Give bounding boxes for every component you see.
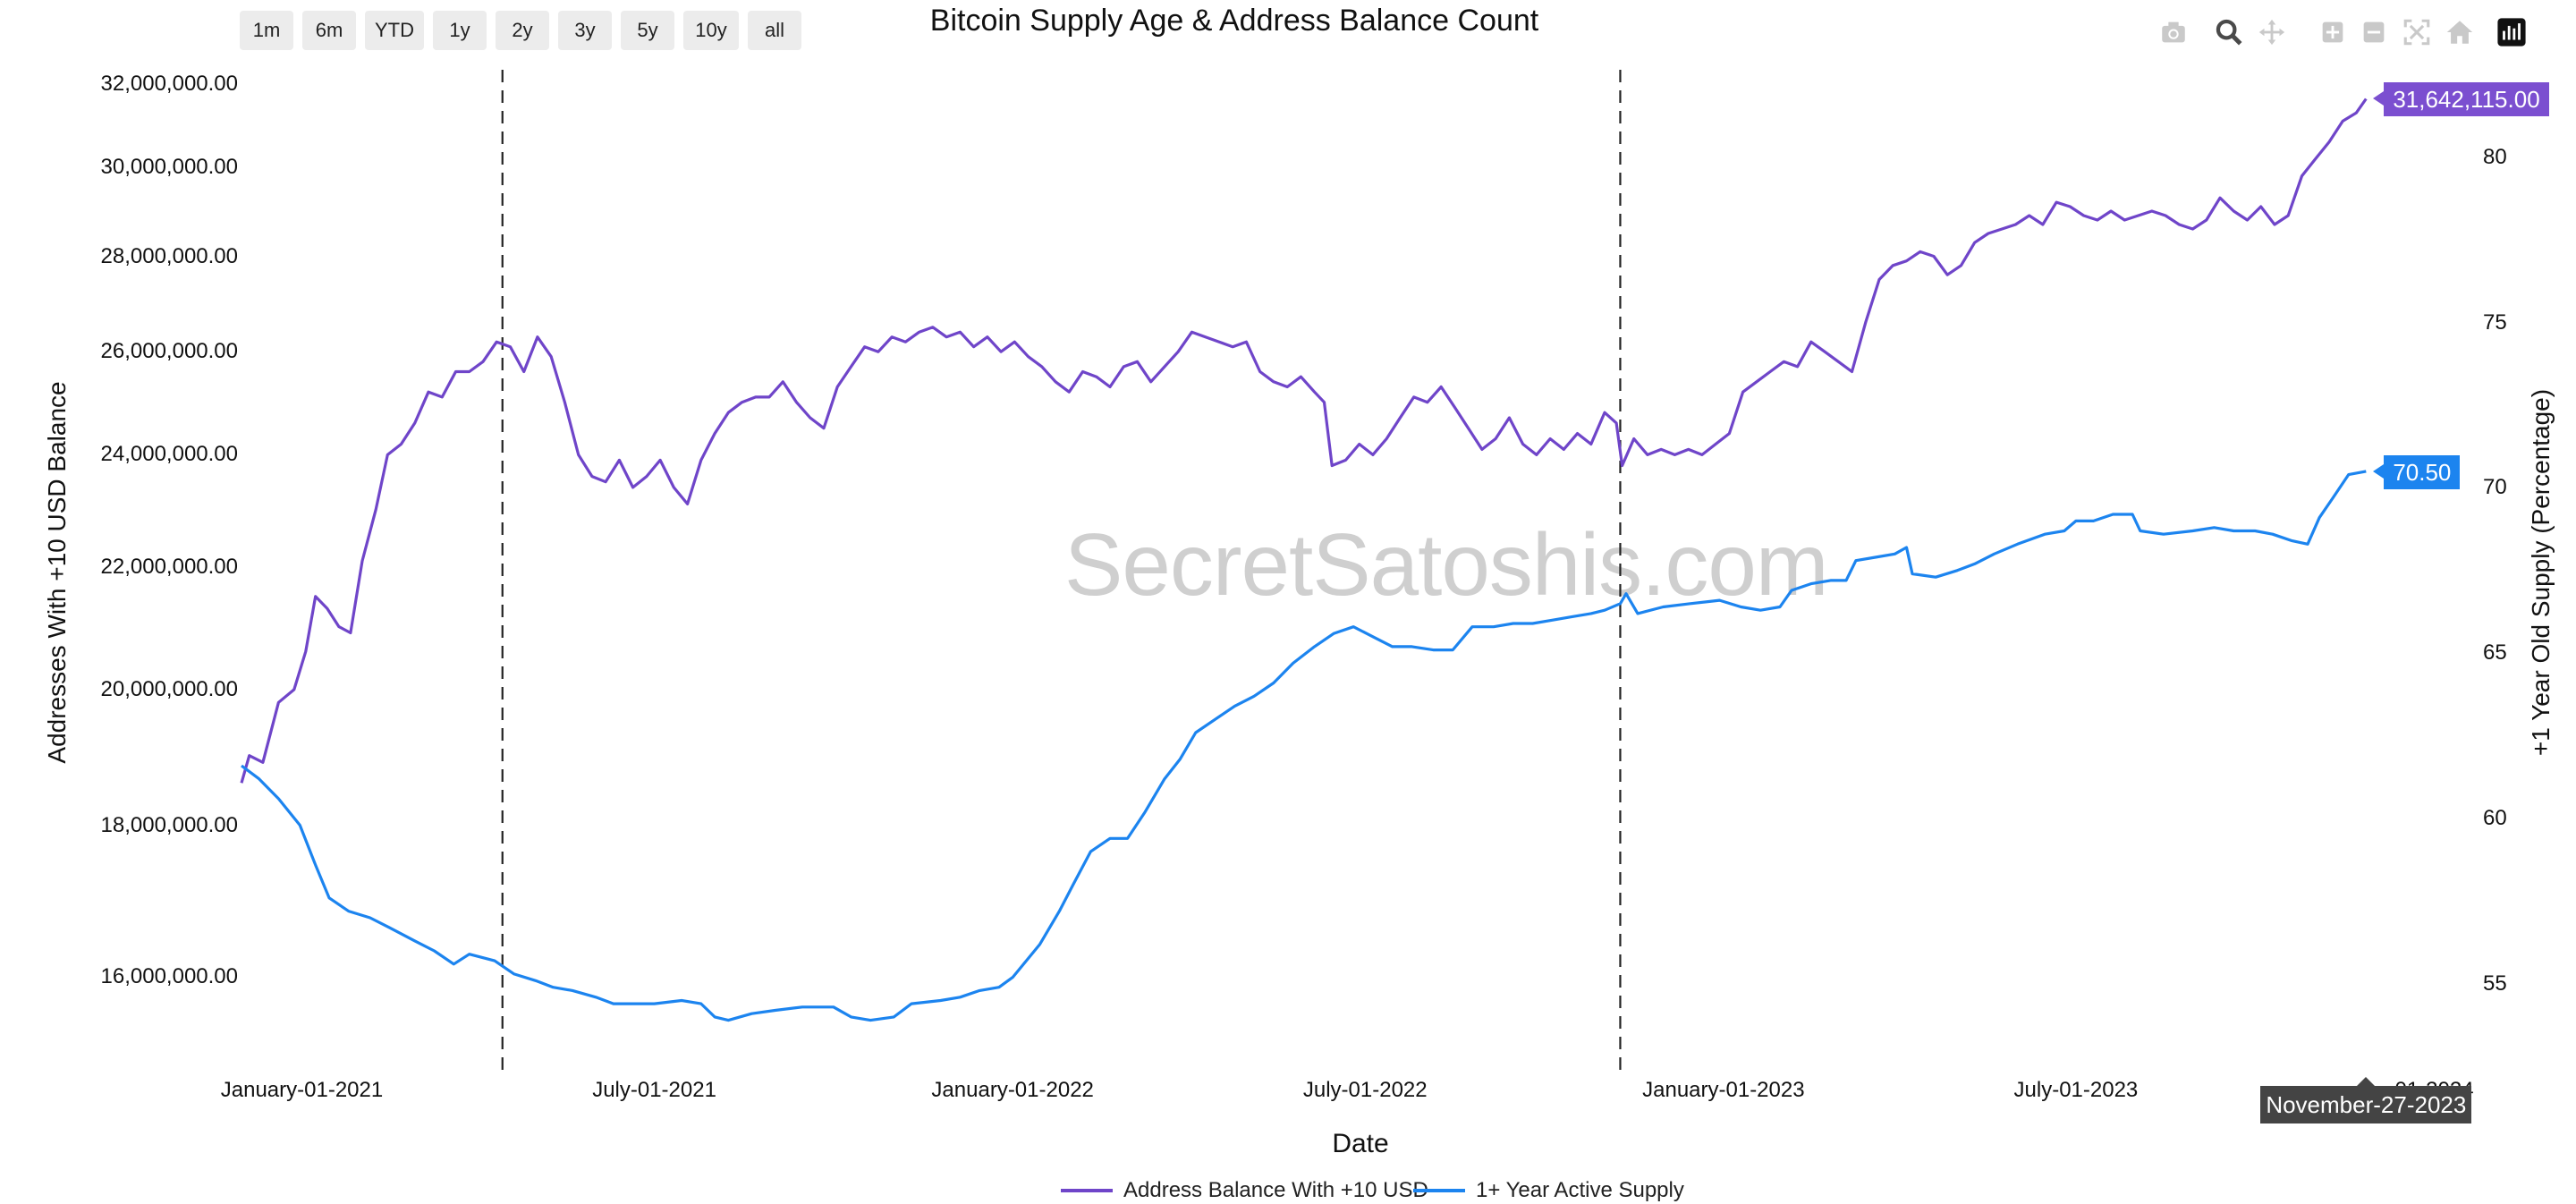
y-left-tick-label: 18,000,000.00	[100, 812, 238, 837]
legend-swatch-purple	[1061, 1189, 1113, 1192]
y-left-tick-label: 26,000,000.00	[100, 339, 238, 364]
autoscale-icon[interactable]	[2399, 13, 2435, 52]
address-balance-series-line[interactable]	[240, 98, 2368, 784]
y-right-tick-label: 80	[2483, 144, 2507, 169]
range-button-5y[interactable]: 5y	[621, 11, 674, 50]
legend-label: Address Balance With +10 USD	[1123, 1178, 1428, 1202]
plotly-logo-icon[interactable]	[2494, 13, 2529, 52]
y-left-tick-label: 24,000,000.00	[100, 442, 238, 467]
y-axis-right-title: +1 Year Old Supply (Percentage)	[2527, 388, 2555, 757]
pan-icon[interactable]	[2254, 13, 2290, 52]
address-balance-end-label: 31,642,115.00	[2373, 82, 2549, 117]
x-tick-label: July-01-2022	[1302, 1078, 1428, 1102]
y-right-tick-label: 70	[2483, 475, 2507, 500]
zoom-in-icon[interactable]	[2315, 13, 2351, 52]
y-axis-left: 16,000,000.00 18,000,000.00 20,000,000.0…	[0, 0, 238, 1200]
range-button-6m[interactable]: 6m	[302, 11, 356, 50]
x-tick-label: January-01-2023	[1642, 1078, 1805, 1102]
y-axis-right: 55 60 65 70 75 80	[2483, 0, 2537, 1200]
active-supply-series-line[interactable]	[241, 470, 2367, 1022]
x-tick-label: January-01-2022	[931, 1078, 1094, 1102]
y-axis-left-title: Addresses With +10 USD Balance	[43, 381, 71, 764]
x-tick-label: January-01-2021	[220, 1078, 384, 1102]
y-right-tick-label: 65	[2483, 640, 2507, 666]
range-button-1y[interactable]: 1y	[433, 11, 487, 50]
y-right-tick-label: 75	[2483, 309, 2507, 335]
legend-swatch-blue	[1413, 1189, 1465, 1192]
legend-item-active-supply[interactable]: 1+ Year Active Supply	[1413, 1177, 1684, 1204]
camera-icon[interactable]	[2156, 13, 2191, 52]
range-button-1m[interactable]: 1m	[240, 11, 293, 50]
legend-label: 1+ Year Active Supply	[1476, 1178, 1684, 1202]
legend-item-address-balance[interactable]: Address Balance With +10 USD	[1061, 1177, 1428, 1204]
x-axis-title: Date	[1332, 1129, 1389, 1158]
x-tick-label: July-01-2023	[2013, 1078, 2139, 1102]
hover-date-label: November-27-2023	[2260, 1077, 2472, 1123]
range-button-2y[interactable]: 2y	[496, 11, 549, 50]
range-button-ytd[interactable]: YTD	[365, 11, 424, 50]
y-left-tick-label: 20,000,000.00	[100, 676, 238, 701]
range-button-all[interactable]: all	[748, 11, 801, 50]
y-left-tick-label: 32,000,000.00	[100, 72, 238, 97]
range-button-10y[interactable]: 10y	[683, 11, 739, 50]
range-button-3y[interactable]: 3y	[558, 11, 612, 50]
y-right-tick-label: 60	[2483, 806, 2507, 831]
y-right-tick-label: 55	[2483, 971, 2507, 996]
modebar	[2156, 13, 2549, 52]
active-supply-end-label: 70.50	[2373, 454, 2461, 489]
reset-axes-icon[interactable]	[2442, 13, 2478, 52]
zoom-out-icon[interactable]	[2356, 13, 2392, 52]
chart-title: Bitcoin Supply Age & Address Balance Cou…	[0, 4, 2576, 38]
zoom-icon[interactable]	[2211, 13, 2247, 52]
chart-title-text: Bitcoin Supply Age & Address Balance Cou…	[929, 4, 1539, 38]
y-left-tick-label: 22,000,000.00	[100, 554, 238, 579]
y-left-tick-label: 30,000,000.00	[100, 155, 238, 180]
y-left-tick-label: 28,000,000.00	[100, 243, 238, 268]
y-left-tick-label: 16,000,000.00	[100, 964, 238, 989]
x-tick-label: July-01-2021	[592, 1078, 716, 1102]
legend: Address Balance With +10 USD 1+ Year Act…	[0, 1177, 2576, 1204]
